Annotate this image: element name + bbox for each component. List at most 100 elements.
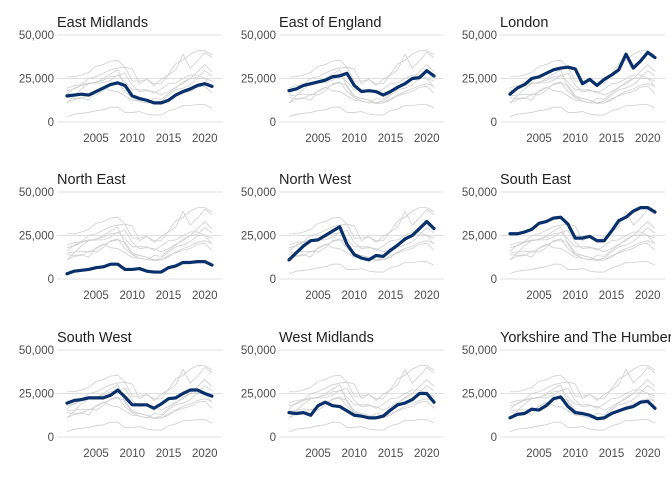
panel-south-west: South West 0 25,000 50,000 2005 2010 2015 2020 — [19, 330, 222, 460]
y-tick-label: 0 — [270, 432, 276, 444]
x-tick-label: 2010 — [119, 133, 145, 145]
x-tick-label: 2010 — [119, 290, 145, 302]
panel-title: North East — [57, 172, 126, 188]
x-tick-label: 2005 — [83, 448, 109, 460]
background-series-line-london — [66, 366, 213, 410]
background-series-line-west-midlands — [66, 393, 213, 419]
background-series-line-north-east — [509, 261, 656, 275]
x-tick-label: 2015 — [599, 133, 625, 145]
panel-yorkshire-and-the-humber: Yorkshire and The Humber 0 25,000 50,000 200… — [462, 330, 672, 460]
background-series-line-south-west — [509, 74, 656, 94]
background-series-line-south-east — [510, 365, 656, 400]
panel-north-west: North West 0 25,000 50,000 2005 2010 2015 2020 — [241, 172, 444, 302]
background-series-line-south-west — [66, 74, 213, 94]
x-tick-label: 2015 — [378, 448, 404, 460]
y-tick-label: 50,000 — [241, 187, 276, 199]
x-tick-label: 2020 — [414, 133, 440, 145]
y-tick-label: 50,000 — [19, 30, 54, 42]
background-series-line-south-east — [289, 207, 435, 242]
background-series-line-yorkshire-and-the-humber — [66, 238, 213, 262]
highlight-series-line-east-of-england — [287, 69, 436, 97]
highlight-series-line-north-east — [65, 260, 214, 276]
background-series-line-south-east — [67, 50, 213, 85]
background-series-line-london — [288, 51, 435, 95]
background-series-line-yorkshire-and-the-humber — [66, 396, 213, 420]
x-tick-label: 2010 — [562, 133, 588, 145]
background-series-line-south-west — [288, 389, 435, 409]
background-series-line-london — [509, 208, 656, 252]
y-tick-label: 0 — [48, 432, 54, 444]
y-tick-label: 0 — [491, 432, 497, 444]
background-series-line-west-midlands — [288, 78, 435, 104]
x-tick-label: 2015 — [156, 448, 182, 460]
y-tick-label: 25,000 — [462, 74, 497, 86]
y-tick-label: 0 — [491, 274, 497, 286]
background-series-line-yorkshire-and-the-humber — [509, 81, 656, 105]
panel-north-east: North East 0 25,000 50,000 2005 2010 2015 2020 — [19, 172, 222, 302]
x-tick-label: 2015 — [156, 290, 182, 302]
x-tick-label: 2005 — [83, 133, 109, 145]
background-series-line-south-east — [67, 365, 213, 400]
x-tick-label: 2020 — [635, 448, 661, 460]
background-series-line-west-midlands — [66, 78, 213, 104]
y-tick-label: 25,000 — [241, 389, 276, 401]
background-series-line-south-east — [67, 207, 213, 242]
background-series-line-north-east — [66, 104, 213, 118]
background-series-line-london — [66, 51, 213, 95]
highlight-series-line-london — [508, 50, 657, 96]
panel-title: Yorkshire and The Humber — [500, 330, 672, 346]
y-tick-label: 0 — [270, 274, 276, 286]
y-tick-label: 25,000 — [19, 389, 54, 401]
highlight-series-line-west-midlands — [287, 391, 436, 420]
panel-south-east: South East 0 25,000 50,000 2005 2010 2015 2020 — [462, 172, 665, 302]
x-tick-label: 2020 — [192, 133, 218, 145]
y-tick-label: 50,000 — [462, 187, 497, 199]
highlight-series-line-south-west — [65, 388, 214, 410]
panel-london: London 0 25,000 50,000 2005 2010 2015 2020 — [462, 15, 665, 145]
x-tick-label: 2020 — [414, 448, 440, 460]
panel-east-midlands: East Midlands 0 25,000 50,000 2005 2010 2015 20… — [19, 15, 222, 145]
background-series-line-south-west — [509, 389, 656, 409]
y-tick-label: 50,000 — [462, 345, 497, 357]
x-tick-label: 2020 — [192, 448, 218, 460]
x-tick-label: 2015 — [378, 133, 404, 145]
x-tick-label: 2010 — [119, 448, 145, 460]
panel-title: West Midlands — [279, 330, 374, 346]
x-tick-label: 2010 — [562, 448, 588, 460]
panel-title: South East — [500, 172, 571, 188]
background-series-line-london — [509, 366, 656, 410]
background-series-line-north-east — [288, 104, 435, 118]
background-series-line-yorkshire-and-the-humber — [288, 81, 435, 105]
highlight-series-line-north-west — [287, 219, 436, 262]
background-series-line-west-midlands — [509, 235, 656, 261]
x-tick-label: 2005 — [305, 448, 331, 460]
y-tick-label: 50,000 — [241, 30, 276, 42]
background-series-line-london — [288, 208, 435, 252]
x-tick-label: 2020 — [192, 290, 218, 302]
y-tick-label: 25,000 — [241, 231, 276, 243]
background-series-line-north-east — [509, 419, 656, 433]
x-tick-label: 2005 — [526, 133, 552, 145]
highlight-series-line-yorkshire-and-the-humber — [508, 395, 657, 421]
y-tick-label: 0 — [48, 274, 54, 286]
y-tick-label: 0 — [48, 117, 54, 129]
x-tick-label: 2015 — [599, 448, 625, 460]
x-tick-label: 2005 — [526, 448, 552, 460]
x-tick-label: 2010 — [562, 290, 588, 302]
background-series-line-west-midlands — [509, 78, 656, 104]
y-tick-label: 50,000 — [462, 30, 497, 42]
background-series-line-north-east — [509, 104, 656, 118]
background-series-line-south-west — [509, 231, 656, 251]
y-tick-label: 50,000 — [241, 345, 276, 357]
background-series-line-north-east — [66, 419, 213, 433]
background-series-line-west-midlands — [66, 235, 213, 261]
x-tick-label: 2020 — [414, 290, 440, 302]
panel-title: South West — [57, 330, 132, 346]
y-tick-label: 25,000 — [462, 389, 497, 401]
background-series-line-yorkshire-and-the-humber — [288, 238, 435, 262]
background-series-line-north-east — [288, 419, 435, 433]
x-tick-label: 2010 — [341, 133, 367, 145]
background-series-line-south-west — [66, 231, 213, 251]
